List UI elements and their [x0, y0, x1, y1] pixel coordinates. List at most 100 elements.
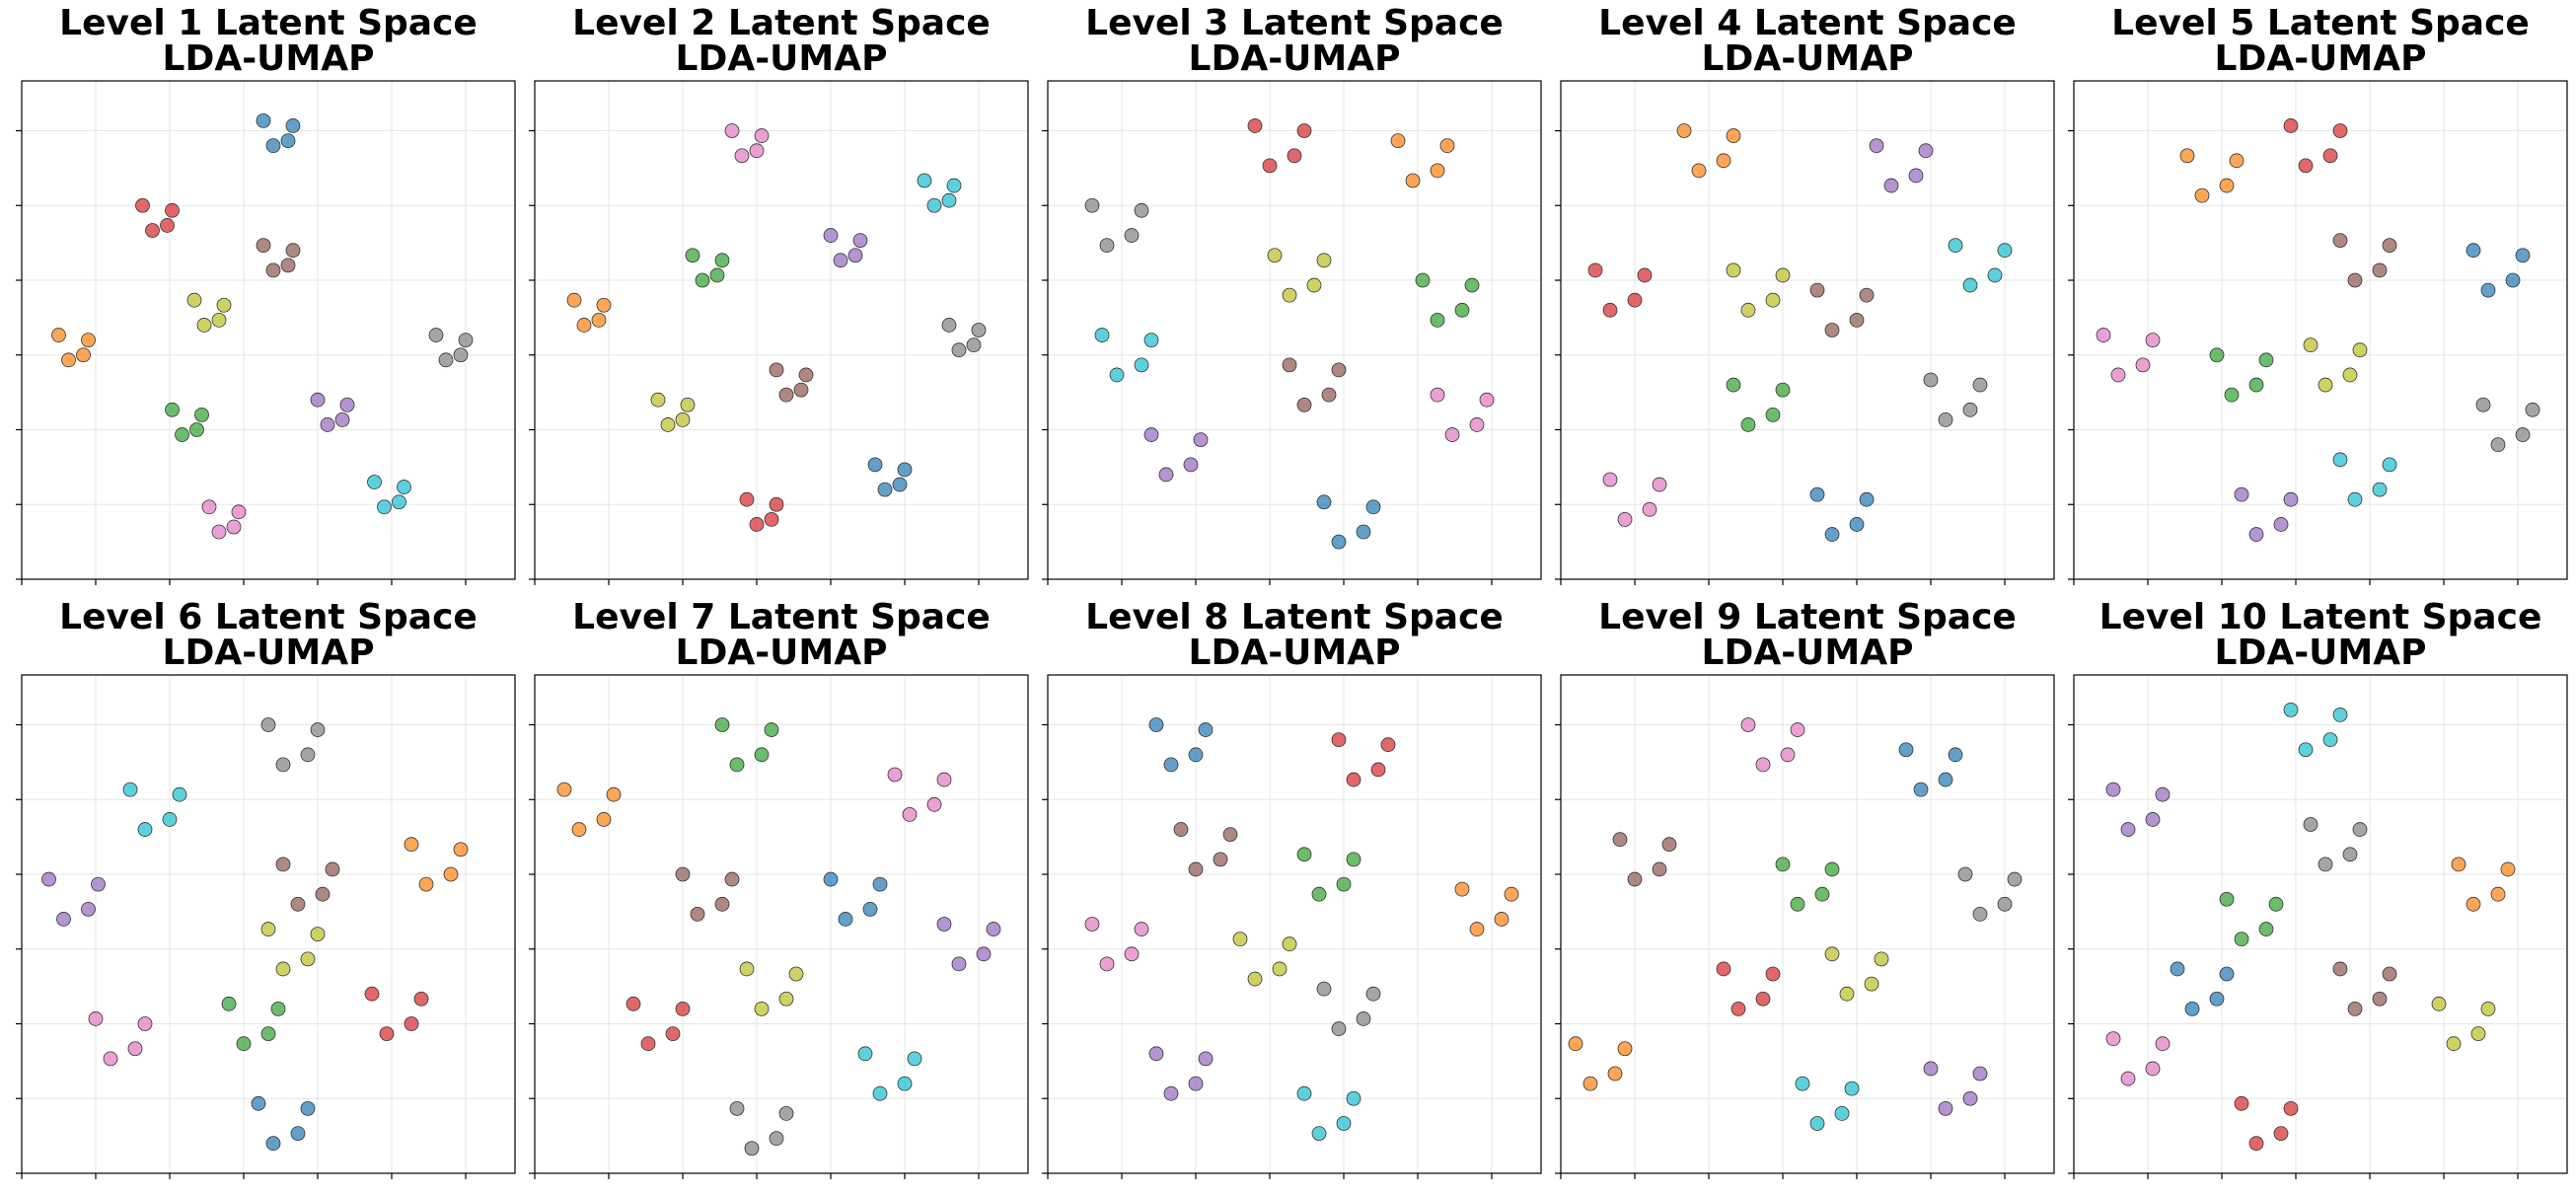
point — [2347, 272, 2363, 288]
point — [754, 747, 770, 763]
point — [1948, 747, 1963, 763]
point — [1444, 427, 1460, 442]
point — [976, 946, 992, 962]
point — [285, 118, 301, 133]
point — [1469, 417, 1485, 432]
point — [300, 951, 316, 967]
point — [1198, 1051, 1214, 1067]
point — [1331, 534, 1347, 550]
point — [1331, 362, 1347, 378]
point — [1163, 1085, 1179, 1101]
point — [2258, 922, 2274, 936]
point — [1158, 467, 1174, 483]
point — [778, 1106, 794, 1121]
point — [744, 1141, 760, 1157]
point — [1213, 852, 1228, 867]
point — [1370, 762, 1386, 778]
point — [1726, 262, 1741, 278]
point — [367, 475, 382, 489]
point — [1365, 986, 1381, 1002]
point — [2135, 357, 2151, 373]
point — [1430, 387, 1445, 403]
point — [300, 1100, 316, 1116]
point — [1316, 253, 1332, 268]
point — [857, 1046, 873, 1062]
point — [823, 871, 839, 887]
point — [1568, 1036, 1583, 1052]
point — [867, 457, 883, 473]
point — [1775, 857, 1791, 872]
point — [1494, 912, 1509, 927]
point — [453, 842, 469, 858]
point — [2179, 148, 2195, 164]
point — [1790, 722, 1805, 737]
plot-frame — [2073, 674, 2568, 1174]
point — [872, 1085, 888, 1101]
point — [1390, 133, 1406, 149]
point — [145, 223, 160, 238]
point — [724, 123, 740, 138]
panel-title: Level 7 Latent Space — [572, 597, 991, 637]
point — [626, 996, 641, 1011]
point — [1962, 277, 1978, 293]
point — [1267, 248, 1283, 263]
panel-title: Level 10 Latent Space — [2099, 597, 2542, 637]
point — [260, 717, 276, 732]
point — [458, 333, 474, 348]
point — [714, 253, 730, 268]
point — [1188, 861, 1204, 877]
point — [2332, 961, 2348, 977]
point — [2332, 233, 2348, 249]
point — [270, 1001, 286, 1016]
point — [413, 991, 429, 1007]
point — [936, 772, 952, 787]
point — [1336, 876, 1352, 892]
panel-subtitle: LDA-UMAP — [1189, 38, 1401, 79]
point — [2322, 148, 2338, 164]
panel-subtitle: LDA-UMAP — [2215, 633, 2427, 673]
point — [941, 318, 957, 333]
point — [892, 477, 908, 492]
panel-title: Level 3 Latent Space — [1085, 3, 1504, 43]
point — [236, 1036, 252, 1052]
point — [1740, 302, 1756, 318]
point — [256, 238, 271, 254]
point — [189, 422, 204, 437]
point — [847, 248, 863, 263]
point — [1454, 881, 1470, 897]
point — [251, 1095, 266, 1111]
point — [926, 197, 942, 213]
point — [1691, 163, 1707, 179]
point — [1716, 153, 1731, 169]
point — [660, 417, 676, 432]
point — [665, 1026, 681, 1041]
point — [175, 427, 189, 442]
point — [2466, 896, 2481, 912]
point — [769, 496, 784, 512]
plot-frame — [2073, 80, 2568, 580]
point — [2490, 886, 2506, 902]
point — [1084, 197, 1100, 213]
point — [1716, 961, 1731, 977]
point — [1430, 312, 1445, 328]
point — [2382, 966, 2397, 982]
plot-frame — [534, 80, 1029, 580]
point — [1148, 1046, 1164, 1062]
point — [936, 917, 952, 932]
point — [2332, 123, 2348, 138]
point — [1780, 747, 1796, 763]
point — [2194, 187, 2210, 203]
point — [1143, 427, 1159, 442]
point — [793, 382, 809, 398]
point — [1612, 832, 1628, 848]
point — [1918, 143, 1934, 159]
point — [1726, 377, 1741, 393]
point — [56, 912, 71, 927]
point — [300, 747, 316, 763]
point — [754, 1001, 770, 1016]
point — [1198, 722, 1214, 737]
point — [1775, 267, 1791, 283]
